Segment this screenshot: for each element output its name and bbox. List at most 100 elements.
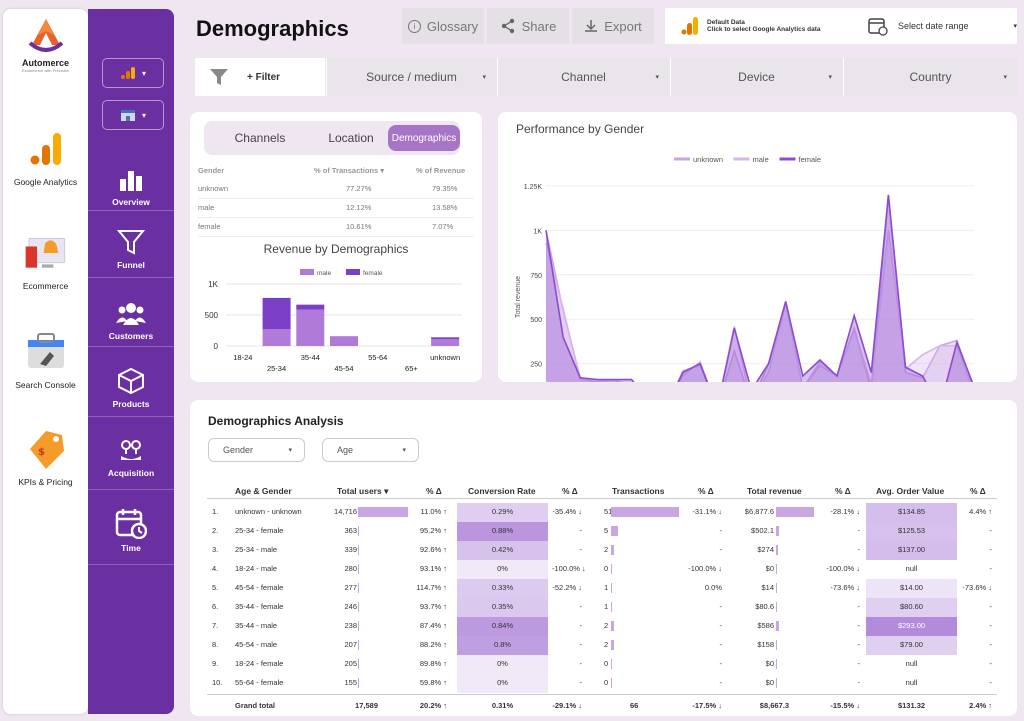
chevron-down-icon: ▾ <box>1003 74 1007 81</box>
rail-google-analytics[interactable]: Google Analytics <box>3 127 88 187</box>
nav-acquisition[interactable]: Acquisition <box>88 428 174 490</box>
bar-segment[interactable] <box>262 329 291 346</box>
bar-segment[interactable] <box>431 337 460 340</box>
x-tick-label: 55-64 <box>368 353 387 362</box>
add-filter-button[interactable]: + Filter <box>195 58 325 96</box>
total-cell: -29.1% ↓ <box>552 701 582 710</box>
rail-ecommerce[interactable]: Ecommerce <box>3 231 88 291</box>
revenue-bar <box>776 507 814 517</box>
transactions-bar <box>611 678 612 688</box>
rail-search-console[interactable]: Search Console <box>3 330 88 390</box>
table-cell: 238 <box>344 621 357 630</box>
table-cell: $586 <box>757 621 774 630</box>
header-tx-delta[interactable]: % Δ <box>698 486 714 496</box>
share-button[interactable]: Share <box>487 8 569 44</box>
tab-demographics[interactable]: Demographics <box>388 125 460 151</box>
header-conversion-rate[interactable]: Conversion Rate <box>468 486 536 496</box>
bar-segment[interactable] <box>431 339 460 346</box>
table-cell: 277 <box>344 583 357 592</box>
table-cell: 45-54 - female <box>235 583 284 592</box>
header-age-gender[interactable]: Age & Gender <box>235 486 292 496</box>
rail-kpis-pricing[interactable]: $ KPIs & Pricing <box>3 427 88 487</box>
header-total-revenue[interactable]: Total revenue <box>747 486 802 496</box>
table-cell: 10. <box>212 678 223 687</box>
data-source-title: Default Data <box>707 18 745 26</box>
x-tick-label: 65+ <box>405 364 418 373</box>
table-cell: 0 <box>604 678 609 687</box>
header-transactions[interactable]: Transactions <box>612 486 665 496</box>
rail-label: Google Analytics <box>13 177 78 187</box>
table-cell: 93.7% ↑ <box>419 602 447 611</box>
bar-segment[interactable] <box>330 336 358 346</box>
nav-products[interactable]: Products <box>88 359 174 417</box>
table-cell: 11.0% ↑ <box>420 507 447 516</box>
total-cell: 20.2% ↑ <box>419 701 447 710</box>
x-tick-label: 45-54 <box>334 364 353 373</box>
export-label: Export <box>604 18 642 34</box>
google-analytics-icon <box>24 127 68 171</box>
legend-label: unknown <box>693 155 723 164</box>
source-medium-filter[interactable]: Source / medium ▾ <box>326 58 496 96</box>
gender-filter-dropdown[interactable]: Gender ▾ <box>208 438 305 462</box>
conversion-heat-cell <box>457 655 548 674</box>
table-cell: - <box>989 564 993 573</box>
table-cell: 18-24 - female <box>235 659 284 668</box>
tab-location[interactable]: Location <box>328 131 374 145</box>
brand-logo[interactable]: Automerce Ecommerce with Precision <box>3 17 88 73</box>
series-line[interactable] <box>545 194 974 382</box>
mini-header[interactable]: % of Transactions ▾ <box>314 166 385 175</box>
y-axis-label: Total revenue <box>515 276 522 318</box>
table-cell: 25-34 - female <box>235 526 284 535</box>
users-bar <box>358 545 359 555</box>
nav-customers[interactable]: Customers <box>88 291 174 347</box>
bar-segment[interactable] <box>296 304 325 310</box>
table-cell: 0.8% <box>493 640 512 649</box>
glossary-button[interactable]: i Glossary <box>402 8 484 44</box>
revenue-by-demographics-chart: male female 0 500 1K 18-24 25-34 35-44 45-54 55-6… <box>205 269 462 373</box>
nav-funnel[interactable]: Funnel <box>88 220 174 278</box>
series-line[interactable] <box>545 194 974 382</box>
table-cell: -52.2% ↓ <box>552 583 582 592</box>
table-cell: -100.0% ↓ <box>688 564 722 573</box>
header-aov[interactable]: Avg. Order Value <box>876 486 945 496</box>
channel-filter[interactable]: Channel ▾ <box>497 58 669 96</box>
bar-segment[interactable] <box>262 297 291 330</box>
data-source-selector[interactable]: Default Data Click to select Google Anal… <box>681 16 852 36</box>
bar-legend: male female <box>300 269 383 277</box>
nav-overview[interactable]: Overview <box>88 157 174 211</box>
table-cell: 339 <box>344 545 357 554</box>
users-bar <box>358 621 359 631</box>
date-range-selector[interactable]: Select date range ▾ <box>868 16 1017 36</box>
table-cell: $6,877.6 <box>744 507 774 516</box>
customers-icon <box>88 291 174 327</box>
tab-channels[interactable]: Channels <box>234 131 286 145</box>
bar-segment[interactable] <box>296 309 325 346</box>
device-filter[interactable]: Device ▾ <box>670 58 842 96</box>
add-filter-label: + Filter <box>247 71 281 83</box>
table-cell: $80.6 <box>755 602 774 611</box>
header-users-delta[interactable]: % Δ <box>426 486 442 496</box>
performance-chart-title: Performance by Gender <box>516 122 645 136</box>
store-dropdown[interactable]: ▾ <box>102 100 164 130</box>
table-cell: 14,716 <box>334 507 357 516</box>
demographics-card: Channels Location Demographics Revenue b… <box>190 112 482 382</box>
header-rev-delta[interactable]: % Δ <box>835 486 851 496</box>
data-source-dropdown[interactable]: ▾ <box>102 58 164 88</box>
mini-cell: female <box>198 222 221 231</box>
chevron-down-icon: ▾ <box>655 74 659 81</box>
mini-cell: male <box>198 203 215 212</box>
header-aov-delta[interactable]: % Δ <box>970 486 986 496</box>
export-button[interactable]: Export <box>572 8 654 44</box>
age-filter-dropdown[interactable]: Age ▾ <box>322 438 419 462</box>
table-cell: 55-64 - female <box>235 678 284 687</box>
header-total-users[interactable]: Total users ▾ <box>337 486 389 496</box>
table-cell: 2 <box>604 545 609 554</box>
users-bar <box>358 507 408 517</box>
series-line[interactable] <box>545 230 974 382</box>
price-tag-icon: $ <box>24 427 68 471</box>
users-bar <box>358 640 359 650</box>
country-filter[interactable]: Country ▾ <box>843 58 1017 96</box>
y-tick-label: 1.25K <box>524 184 543 191</box>
nav-time[interactable]: Time <box>88 503 174 565</box>
header-cr-delta[interactable]: % Δ <box>562 486 578 496</box>
